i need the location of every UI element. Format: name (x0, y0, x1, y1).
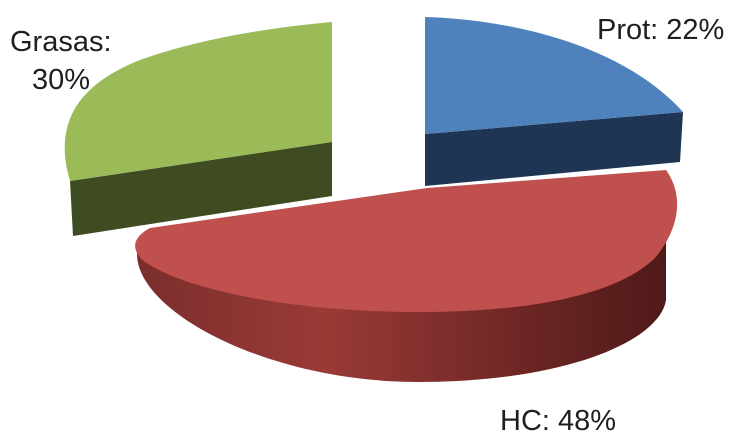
data-label-hc: HC: 48% (500, 405, 617, 437)
slice-hc-top (135, 170, 678, 312)
slice-hc-side (137, 220, 666, 382)
slice-prot (425, 17, 683, 186)
slice-grasas-top (64, 22, 333, 181)
slice-prot-top (425, 17, 683, 134)
slice-grasas-side (70, 142, 332, 236)
slice-grasas (64, 22, 333, 236)
slice-prot-side (425, 112, 683, 186)
data-label-grasas-line2: 30% (32, 64, 91, 96)
data-label-prot: Prot: 22% (597, 14, 725, 46)
data-label-grasas-line1: Grasas: (10, 26, 112, 58)
slice-hc (135, 170, 678, 382)
